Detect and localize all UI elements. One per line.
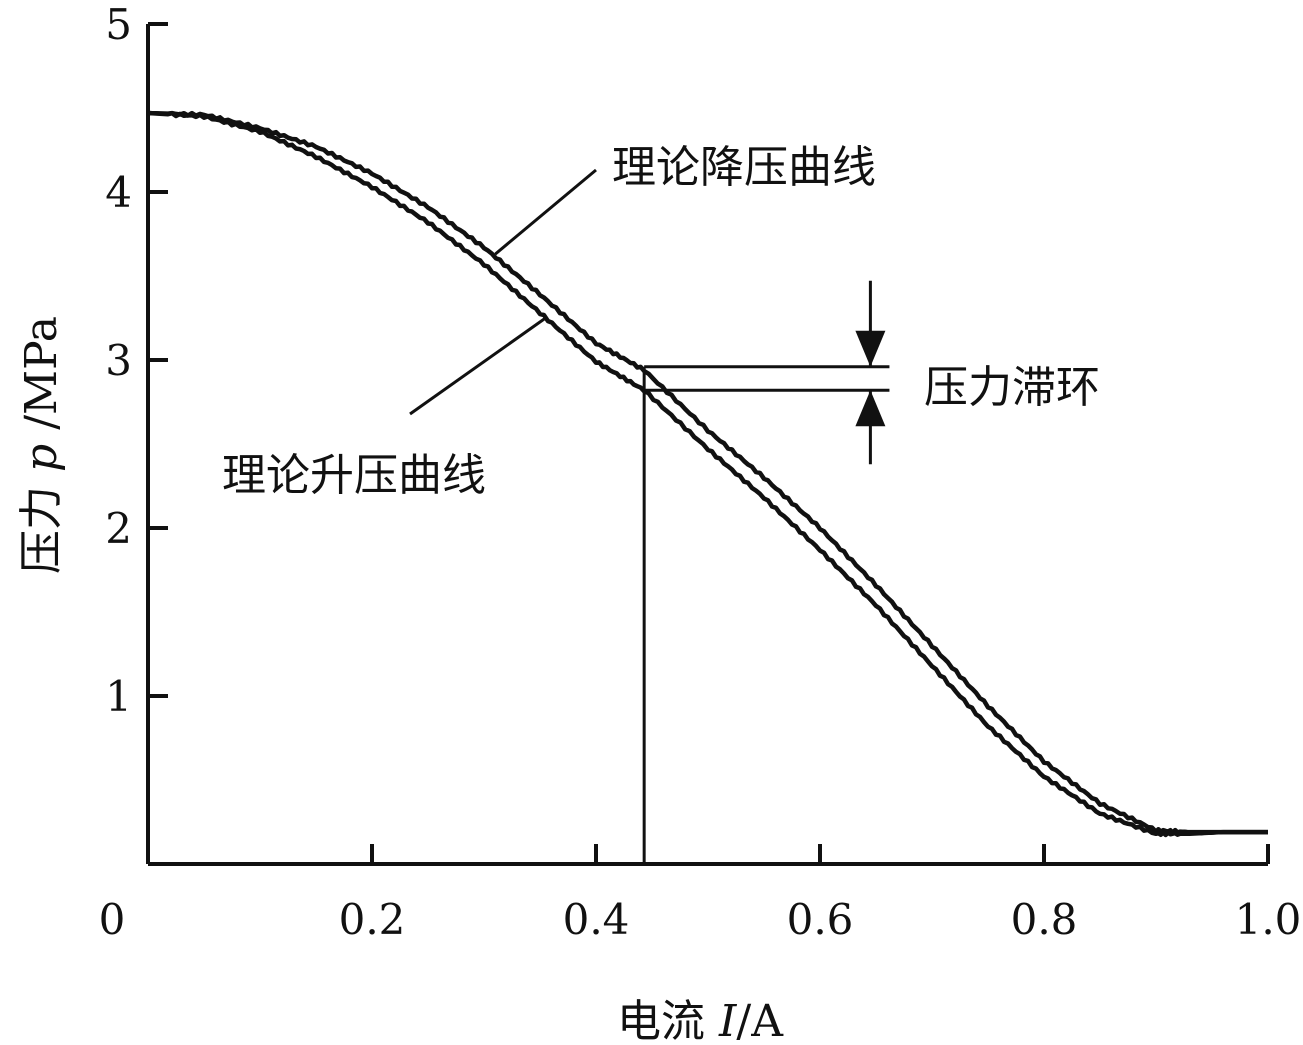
- x-axis-label: 电流 I/A: [617, 996, 784, 1045]
- ticks: [148, 22, 1270, 864]
- y-tick-label: 3: [105, 336, 132, 385]
- x-axis-label-var: I: [718, 996, 738, 1045]
- x-tick-label: 1.0: [1235, 895, 1302, 944]
- y-axis-label-prefix: 压力: [16, 472, 67, 574]
- x-tick-label: 0.4: [563, 895, 630, 944]
- ascend-leader-line: [409, 316, 547, 416]
- y-axis-label-var: p: [16, 444, 67, 472]
- y-tick-label: 2: [105, 504, 132, 553]
- tick-labels: 0.2 0.4 0.6 0.8 1.0 1 2 3 4 5 0: [99, 0, 1302, 944]
- x-tick-label: 0.2: [339, 895, 406, 944]
- arrow-up-head: [855, 390, 886, 427]
- y-tick-label: 1: [105, 672, 132, 721]
- y-tick-label: 4: [105, 168, 132, 217]
- y-axis-label: 压力 p /MPa: [16, 316, 67, 574]
- descend-leader-line: [494, 168, 597, 256]
- descend-curve-label: 理论降压曲线: [612, 142, 876, 193]
- series-line-descend: [147, 110, 1268, 835]
- x-tick-label: 0.6: [787, 895, 854, 944]
- hysteresis-label: 压力滞环: [924, 362, 1100, 413]
- series-line-ascend: [147, 110, 1268, 838]
- annotation-marks: [409, 168, 890, 864]
- ascend-curve-label: 理论升压曲线: [222, 450, 486, 501]
- y-axis-label-unit: /MPa: [16, 316, 67, 444]
- x-axis-label-prefix: 电流: [617, 996, 719, 1045]
- y-tick-label: 5: [105, 0, 132, 49]
- origin-label: 0: [99, 895, 126, 944]
- x-tick-label: 0.8: [1011, 895, 1078, 944]
- arrow-down-head: [855, 330, 886, 367]
- x-axis-label-unit: /A: [736, 996, 784, 1045]
